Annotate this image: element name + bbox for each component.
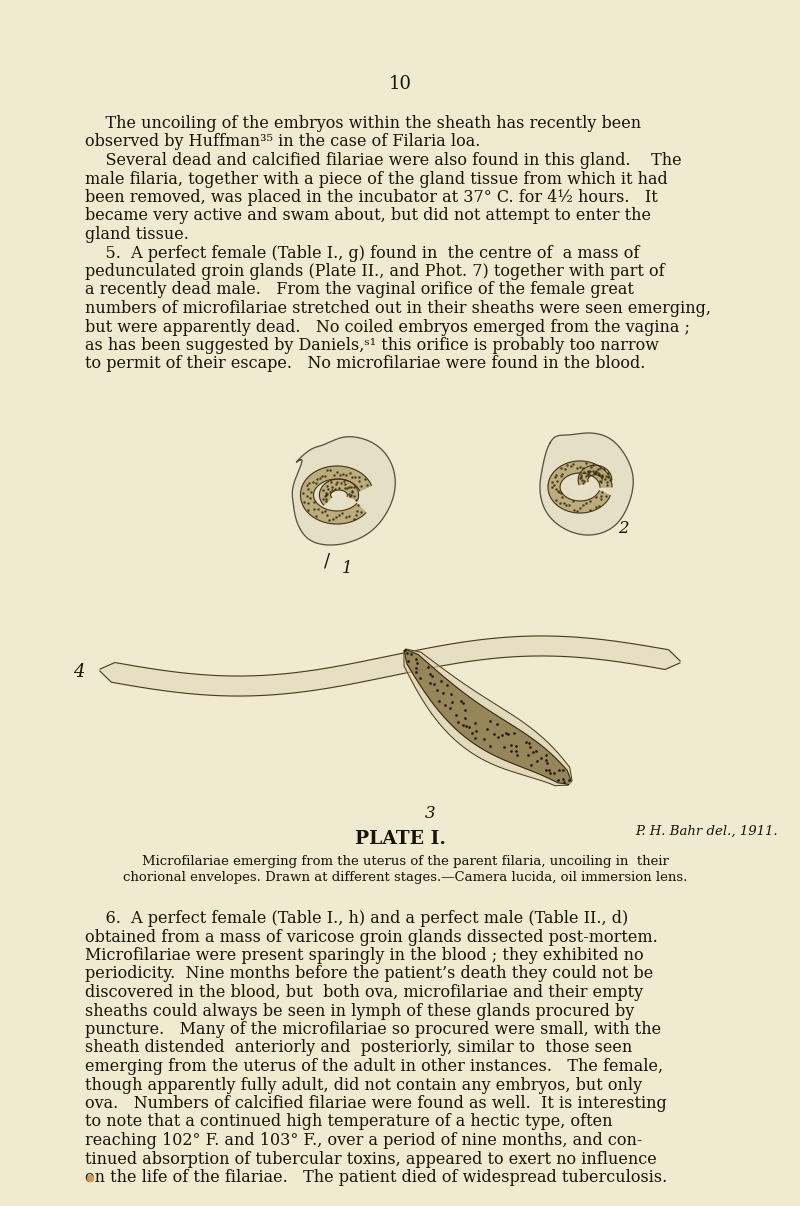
Text: 4: 4 bbox=[74, 663, 85, 681]
Text: to note that a continued high temperature of a hectic type, often: to note that a continued high temperatur… bbox=[85, 1113, 613, 1130]
Text: puncture.   Many of the microfilariae so procured were small, with the: puncture. Many of the microfilariae so p… bbox=[85, 1021, 661, 1038]
Text: numbers of microfilariae stretched out in their sheaths were seen emerging,: numbers of microfilariae stretched out i… bbox=[85, 300, 711, 317]
Text: tinued absorption of tubercular toxins, appeared to exert no influence: tinued absorption of tubercular toxins, … bbox=[85, 1151, 657, 1167]
Text: pedunculated groin glands (Plate II., and Phot. 7) together with part of: pedunculated groin glands (Plate II., an… bbox=[85, 263, 665, 280]
Text: to permit of their escape.   No microfilariae were found in the blood.: to permit of their escape. No microfilar… bbox=[85, 356, 646, 373]
Text: 1: 1 bbox=[342, 560, 352, 576]
Text: but were apparently dead.   No coiled embryos emerged from the vagina ;: but were apparently dead. No coiled embr… bbox=[85, 318, 690, 335]
Text: became very active and swam about, but did not attempt to enter the: became very active and swam about, but d… bbox=[85, 207, 651, 224]
Polygon shape bbox=[404, 649, 572, 786]
Text: PLATE I.: PLATE I. bbox=[354, 830, 446, 848]
Text: P. H. Bahr del., 1911.: P. H. Bahr del., 1911. bbox=[635, 825, 778, 838]
Text: male filaria, together with a piece of the gland tissue from which it had: male filaria, together with a piece of t… bbox=[85, 170, 668, 187]
Polygon shape bbox=[100, 636, 680, 696]
Polygon shape bbox=[548, 461, 612, 513]
Polygon shape bbox=[540, 433, 634, 535]
Text: 6.  A perfect female (Table I., h) and a perfect male (Table II., d): 6. A perfect female (Table I., h) and a … bbox=[85, 911, 628, 927]
Text: /: / bbox=[324, 552, 330, 570]
Text: periodicity.  Nine months before the patient’s death they could not be: periodicity. Nine months before the pati… bbox=[85, 966, 654, 983]
Circle shape bbox=[572, 479, 588, 494]
Polygon shape bbox=[404, 649, 571, 785]
Text: as has been suggested by Daniels,ˢ¹ this orifice is probably too narrow: as has been suggested by Daniels,ˢ¹ this… bbox=[85, 336, 659, 355]
Text: sheaths could always be seen in lymph of these glands procured by: sheaths could always be seen in lymph of… bbox=[85, 1002, 634, 1019]
Text: Several dead and calcified filariae were also found in this gland.    The: Several dead and calcified filariae were… bbox=[85, 152, 682, 169]
Text: obtained from a mass of varicose groin glands dissected post-mortem.: obtained from a mass of varicose groin g… bbox=[85, 929, 658, 946]
Text: 2: 2 bbox=[618, 520, 628, 537]
Text: discovered in the blood, but  both ova, microfilariae and their empty: discovered in the blood, but both ova, m… bbox=[85, 984, 643, 1001]
Text: The uncoiling of the embryos within the sheath has recently been: The uncoiling of the embryos within the … bbox=[85, 115, 641, 131]
Text: observed by Huffman³⁵ in the case of Filaria loa.: observed by Huffman³⁵ in the case of Fil… bbox=[85, 134, 480, 151]
Text: chorional envelopes. Drawn at different stages.—Camera lucida, oil immersion len: chorional envelopes. Drawn at different … bbox=[123, 872, 687, 884]
Text: 10: 10 bbox=[389, 75, 411, 93]
Text: on the life of the filariae.   The patient died of widespread tuberculosis.: on the life of the filariae. The patient… bbox=[85, 1169, 667, 1185]
Circle shape bbox=[330, 487, 348, 505]
Text: emerging from the uterus of the adult in other instances.   The female,: emerging from the uterus of the adult in… bbox=[85, 1058, 663, 1075]
Text: sheath distended  anteriorly and  posteriorly, similar to  those seen: sheath distended anteriorly and posterio… bbox=[85, 1040, 632, 1056]
Text: Microfilariae were present sparingly in the blood ; they exhibited no: Microfilariae were present sparingly in … bbox=[85, 947, 644, 964]
Text: reaching 102° F. and 103° F., over a period of nine months, and con-: reaching 102° F. and 103° F., over a per… bbox=[85, 1132, 642, 1149]
Text: been removed, was placed in the incubator at 37° C. for 4½ hours.   It: been removed, was placed in the incubato… bbox=[85, 189, 658, 206]
Text: gland tissue.: gland tissue. bbox=[85, 226, 189, 242]
Polygon shape bbox=[578, 466, 612, 485]
Polygon shape bbox=[319, 479, 358, 505]
Text: Microfilariae emerging from the uterus of the parent filaria, uncoiling in  thei: Microfilariae emerging from the uterus o… bbox=[142, 855, 669, 868]
Polygon shape bbox=[292, 437, 395, 545]
Polygon shape bbox=[301, 466, 371, 523]
Text: 5.  A perfect female (Table I., g) found in  the centre of  a mass of: 5. A perfect female (Table I., g) found … bbox=[85, 245, 639, 262]
Text: ova.   Numbers of calcified filariae were found as well.  It is interesting: ova. Numbers of calcified filariae were … bbox=[85, 1095, 666, 1112]
Text: though apparently fully adult, did not contain any embryos, but only: though apparently fully adult, did not c… bbox=[85, 1077, 642, 1094]
Text: 3: 3 bbox=[425, 804, 435, 822]
Text: a recently dead male.   From the vaginal orifice of the female great: a recently dead male. From the vaginal o… bbox=[85, 281, 634, 299]
